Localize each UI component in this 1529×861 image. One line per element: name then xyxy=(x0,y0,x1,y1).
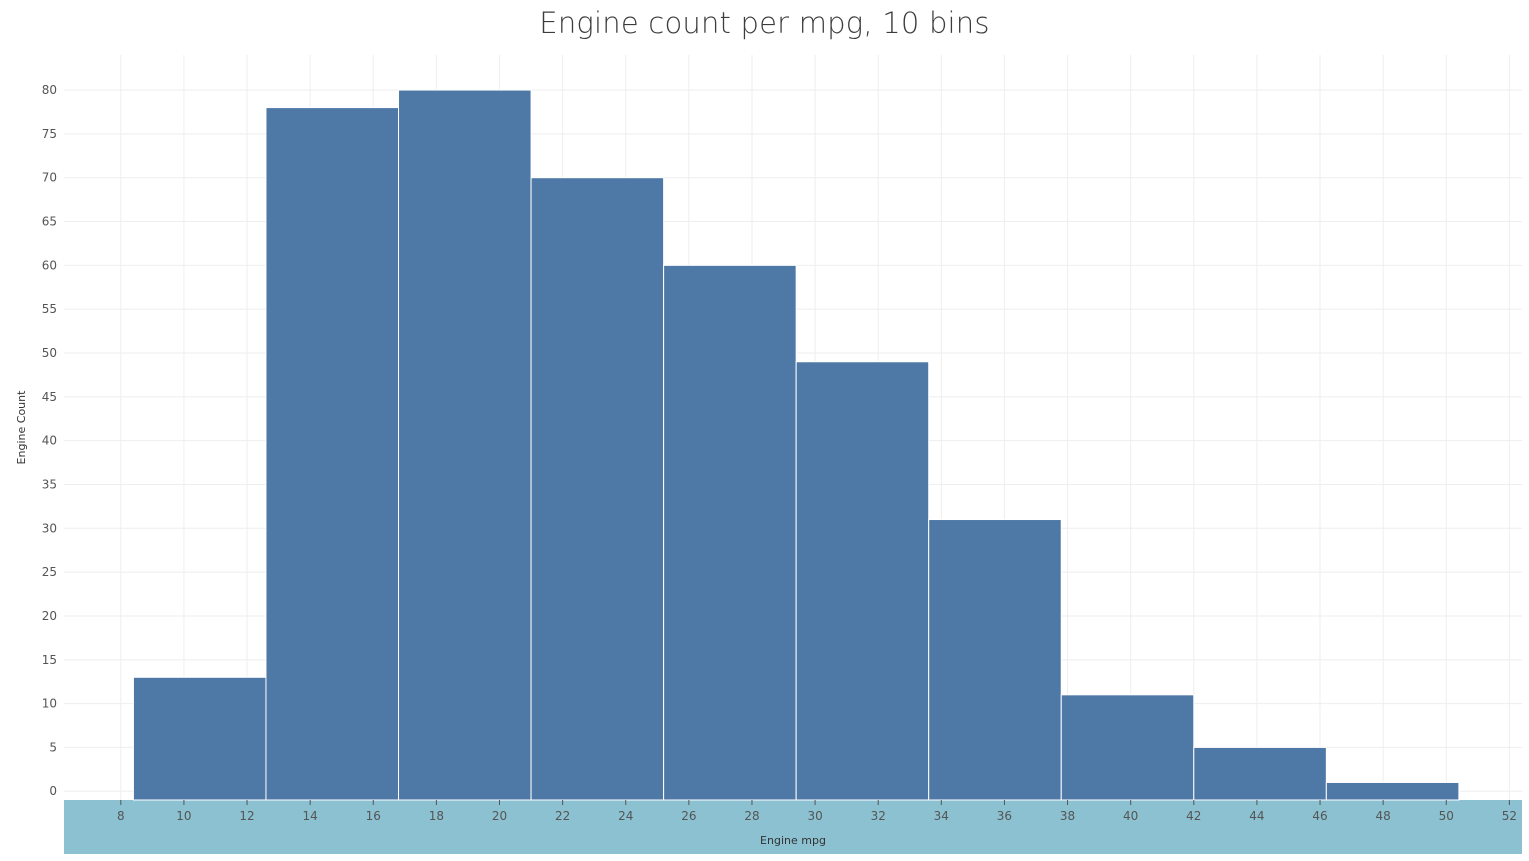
histogram-bar xyxy=(928,519,1062,801)
histogram-bar xyxy=(530,177,665,801)
x-tick-label: 24 xyxy=(618,809,633,823)
x-tick-label: 38 xyxy=(1060,809,1075,823)
x-tick-label: 14 xyxy=(303,809,318,823)
histogram-bar xyxy=(398,89,532,801)
x-tick-label: 52 xyxy=(1502,809,1517,823)
y-tick-label: 20 xyxy=(42,609,57,623)
chart-title: Engine count per mpg, 10 bins xyxy=(539,6,990,40)
x-tick-label: 44 xyxy=(1249,809,1264,823)
x-tick-label: 8 xyxy=(117,809,125,823)
y-tick-label: 35 xyxy=(42,477,57,491)
histogram-bar xyxy=(1325,781,1460,801)
y-tick-label: 75 xyxy=(42,127,57,141)
histogram-bar xyxy=(1193,746,1327,801)
histogram-bar xyxy=(132,676,267,801)
bars-layer xyxy=(132,89,1460,801)
histogram-bar xyxy=(265,107,400,801)
histogram-bar xyxy=(663,264,797,801)
x-tick-label: 30 xyxy=(807,809,822,823)
x-tick-label: 50 xyxy=(1439,809,1454,823)
x-tick-label: 34 xyxy=(934,809,949,823)
y-tick-label: 65 xyxy=(42,215,57,229)
x-tick-label: 26 xyxy=(681,809,696,823)
y-axis-ticks: 0 5 10 15 20 25 30 35 40 45 50 55 60 65 70 75 80 xyxy=(42,83,57,798)
x-tick-label: 22 xyxy=(555,809,570,823)
x-axis-title: Engine mpg xyxy=(760,834,826,847)
y-tick-label: 10 xyxy=(42,697,57,711)
x-tick-label: 32 xyxy=(871,809,886,823)
y-tick-label: 55 xyxy=(42,302,57,316)
histogram-bar xyxy=(795,361,930,801)
x-tick-label: 16 xyxy=(366,809,381,823)
histogram-bar xyxy=(1060,694,1195,801)
y-tick-label: 70 xyxy=(42,171,57,185)
y-tick-label: 80 xyxy=(42,83,57,97)
y-tick-label: 60 xyxy=(42,258,57,272)
x-tick-label: 36 xyxy=(997,809,1012,823)
y-axis-title: Engine Count xyxy=(15,390,28,465)
x-tick-label: 18 xyxy=(429,809,444,823)
x-tick-label: 48 xyxy=(1376,809,1391,823)
y-tick-label: 50 xyxy=(42,346,57,360)
x-axis-ticks: 8 10 12 14 16 18 20 22 24 26 28 30 32 34 36 38 40 42 44 46 4… xyxy=(117,800,1517,823)
y-tick-label: 15 xyxy=(42,653,57,667)
x-tick-label: 10 xyxy=(176,809,191,823)
y-tick-label: 45 xyxy=(42,390,57,404)
x-tick-label: 12 xyxy=(239,809,254,823)
y-tick-label: 25 xyxy=(42,565,57,579)
x-tick-label: 42 xyxy=(1186,809,1201,823)
y-tick-label: 5 xyxy=(49,740,57,754)
x-tick-label: 40 xyxy=(1123,809,1138,823)
y-tick-label: 40 xyxy=(42,434,57,448)
y-tick-label: 30 xyxy=(42,521,57,535)
x-tick-label: 28 xyxy=(744,809,759,823)
x-axis-band xyxy=(64,800,1522,854)
x-tick-label: 20 xyxy=(492,809,507,823)
y-tick-label: 0 xyxy=(49,784,57,798)
x-tick-label: 46 xyxy=(1312,809,1327,823)
